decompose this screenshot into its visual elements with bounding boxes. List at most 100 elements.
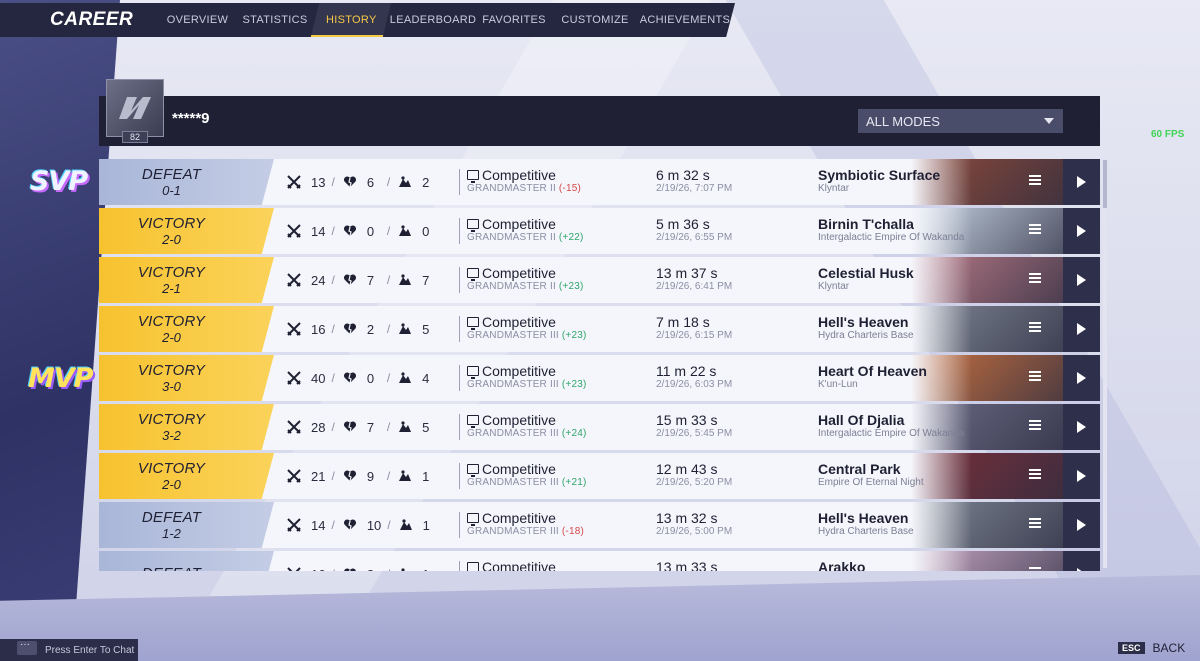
- rank-delta: (+23): [561, 379, 587, 390]
- tab-favorites[interactable]: FAVORITES: [482, 14, 546, 26]
- map-region: K'un-Lun: [818, 379, 858, 390]
- stat-separator: /: [331, 420, 335, 434]
- replay-play-button[interactable]: [1063, 306, 1100, 352]
- map-thumbnail: [911, 355, 1063, 401]
- scrollbar-thumb[interactable]: [1103, 160, 1107, 208]
- match-row[interactable]: VICTORY 2-1 24 / 7 / 7 Competitive GRANDMASTER I…: [99, 257, 1100, 303]
- match-row[interactable]: DEFEAT 0-1 13 / 6 / 2 Competitive GRANDMASTER II…: [99, 159, 1100, 205]
- tab-customize[interactable]: CUSTOMIZE: [561, 14, 629, 26]
- esc-key-icon: ESC: [1118, 642, 1145, 654]
- mode-label: Competitive: [482, 461, 556, 477]
- assists-value: 7: [422, 272, 430, 288]
- deaths-value: 0: [366, 223, 375, 239]
- avatar[interactable]: [106, 79, 164, 137]
- monitor-icon: [467, 562, 479, 571]
- replay-play-button[interactable]: [1063, 159, 1100, 205]
- mode-name: Competitive: [467, 461, 587, 477]
- assists-value: 1: [422, 468, 430, 484]
- tab-overview[interactable]: OVERVIEW: [166, 14, 229, 26]
- mode-filter-dropdown[interactable]: ALL MODES: [858, 109, 1063, 133]
- monitor-icon: [467, 513, 479, 526]
- rank-info: GRANDMASTER III (+21): [467, 477, 587, 488]
- mode-name: Competitive: [467, 412, 587, 428]
- monitor-icon: [467, 219, 479, 232]
- result-score: 3-0: [162, 378, 181, 394]
- tab-statistics[interactable]: STATISTICS: [242, 14, 308, 26]
- match-row[interactable]: VICTORY 2-0 16 / 2 / 5 Competitive GRANDMASTER I…: [99, 306, 1100, 352]
- kills-crossed-swords-icon: [287, 469, 301, 483]
- replay-play-button[interactable]: [1063, 502, 1100, 548]
- details-menu-icon[interactable]: [1029, 322, 1043, 336]
- deaths-value: 7: [366, 272, 375, 288]
- rank-label: GRANDMASTER III: [467, 477, 559, 488]
- assists-value: 5: [422, 321, 430, 337]
- stat-separator: /: [386, 224, 391, 238]
- details-menu-icon[interactable]: [1029, 420, 1043, 434]
- map-thumbnail: [911, 453, 1063, 499]
- match-duration: 13 m 37 s: [656, 265, 718, 281]
- mode-label: Competitive: [482, 216, 556, 232]
- result-score: 1-2: [162, 525, 181, 541]
- list-scrollbar[interactable]: [1103, 160, 1107, 568]
- time-column: 5 m 36 s 2/19/26, 6:55 PM: [656, 216, 732, 243]
- time-column: 13 m 37 s 2/19/26, 6:41 PM: [656, 265, 732, 292]
- tab-leaderboard[interactable]: LEADERBOARD: [389, 14, 477, 26]
- match-result: VICTORY 3-2: [99, 404, 274, 450]
- tab-achievements[interactable]: ACHIEVEMENTS: [639, 14, 731, 26]
- match-row[interactable]: DEFEAT 16 / 8 / 1 Competitive 13 m 33 s Arakko: [99, 551, 1100, 571]
- details-menu-icon[interactable]: [1029, 224, 1043, 238]
- mode-label: Competitive: [482, 510, 556, 526]
- play-icon: [1077, 323, 1086, 335]
- replay-play-button[interactable]: [1063, 208, 1100, 254]
- match-duration: 5 m 36 s: [656, 216, 710, 232]
- play-icon: [1077, 176, 1086, 188]
- replay-play-button[interactable]: [1063, 453, 1100, 499]
- details-menu-icon[interactable]: [1029, 175, 1043, 189]
- match-row[interactable]: VICTORY 3-0 40 / 0 / 4 Competitive GRANDMASTER I…: [99, 355, 1100, 401]
- replay-play-button[interactable]: [1063, 404, 1100, 450]
- stat-separator: /: [386, 469, 391, 483]
- replay-play-button[interactable]: [1063, 257, 1100, 303]
- match-row[interactable]: VICTORY 2-0 21 / 9 / 1 Competitive GRANDMASTER I…: [99, 453, 1100, 499]
- rank-label: GRANDMASTER III: [467, 330, 559, 341]
- result-label: VICTORY: [137, 459, 206, 477]
- match-result: DEFEAT 1-2: [99, 502, 274, 548]
- details-menu-icon[interactable]: [1029, 567, 1043, 571]
- mvp-badge: MVP: [28, 363, 94, 394]
- details-menu-icon[interactable]: [1029, 518, 1043, 532]
- rank-delta: (+22): [558, 232, 584, 243]
- play-icon: [1077, 470, 1086, 482]
- match-row[interactable]: VICTORY 3-2 28 / 7 / 5 Competitive GRANDMASTER I…: [99, 404, 1100, 450]
- column-divider: [459, 463, 460, 489]
- assists-value: 5: [422, 419, 430, 435]
- assists-value: 1: [422, 567, 436, 572]
- map-region: Klyntar: [818, 281, 850, 292]
- details-menu-icon[interactable]: [1029, 469, 1043, 483]
- stat-separator: /: [331, 469, 335, 483]
- tab-history[interactable]: HISTORY: [310, 3, 392, 37]
- map-region: Empire Of Eternal Night: [818, 477, 924, 488]
- back-button[interactable]: ESC BACK: [1118, 641, 1185, 655]
- kills-value: 14: [311, 517, 326, 533]
- mode-label: Competitive: [482, 412, 556, 428]
- assists-icon: [398, 175, 412, 189]
- stat-separator: /: [331, 273, 335, 287]
- stat-separator: /: [387, 518, 391, 532]
- map-name: Arakko: [818, 559, 866, 571]
- stat-separator: /: [386, 322, 391, 336]
- match-row[interactable]: DEFEAT 1-2 14 / 10 / 1 Competitive GRANDMASTER I…: [99, 502, 1100, 548]
- result-label: VICTORY: [137, 312, 206, 330]
- details-menu-icon[interactable]: [1029, 273, 1043, 287]
- match-row[interactable]: VICTORY 2-0 14 / 0 / 0 Competitive GRANDMASTER I…: [99, 208, 1100, 254]
- rank-label: GRANDMASTER III: [467, 526, 559, 537]
- match-result: VICTORY 3-0: [99, 355, 274, 401]
- replay-play-button[interactable]: [1063, 551, 1100, 571]
- assists-value: 2: [422, 174, 430, 190]
- deaths-broken-heart-icon: [343, 224, 357, 238]
- replay-play-button[interactable]: [1063, 355, 1100, 401]
- chevron-down-icon: [1044, 118, 1054, 124]
- mode-name: Competitive: [467, 559, 556, 571]
- details-menu-icon[interactable]: [1029, 371, 1043, 385]
- result-score: 2-0: [162, 476, 181, 492]
- mode-column: Competitive GRANDMASTER III (+23): [467, 363, 587, 390]
